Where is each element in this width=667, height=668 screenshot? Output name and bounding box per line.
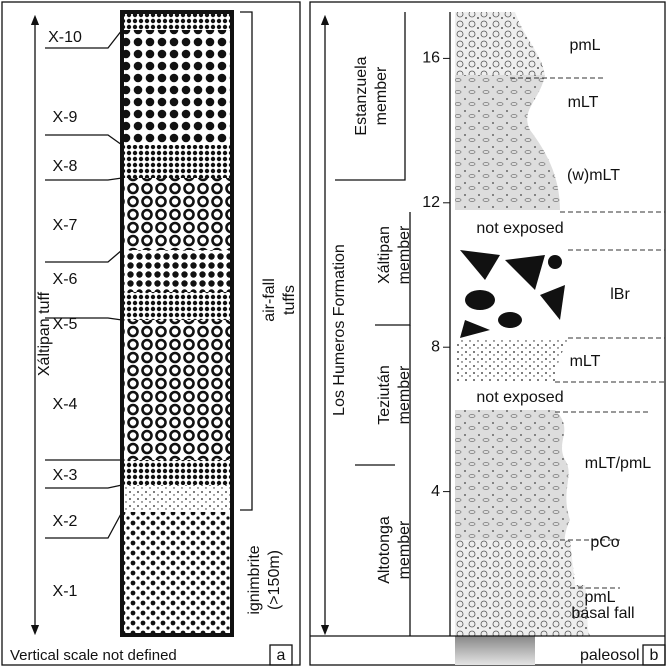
- tick-label: 8: [431, 338, 440, 355]
- member-line: member: [396, 225, 413, 284]
- unit-label: mLT: [568, 94, 599, 111]
- layer-label: X-8: [53, 158, 78, 175]
- layer-label: X-1: [53, 583, 78, 600]
- member-line: Altotonga: [376, 516, 393, 584]
- layer-label: X-7: [53, 217, 78, 234]
- page: Xáltipan tuff air-falltuffs ignimbrite(>…: [0, 0, 667, 668]
- unit-label: mLT: [570, 353, 601, 370]
- unit-label: pmL: [569, 37, 600, 54]
- member-line: Teziután: [376, 365, 393, 425]
- unit-label: pCo: [590, 534, 619, 551]
- member-line: Estanzuela: [353, 56, 370, 135]
- panel-letter: b: [650, 647, 659, 664]
- unit-label: not exposed: [476, 389, 563, 406]
- figure: Xáltipan tuff air-falltuffs ignimbrite(>…: [0, 0, 667, 668]
- layer-label: X-4: [53, 396, 78, 413]
- unit-label: pmL: [584, 589, 615, 606]
- tick-label: 16: [422, 50, 440, 67]
- layer-label: X-10: [48, 29, 82, 46]
- unit-label: not exposed: [476, 220, 563, 237]
- tick-label: 4: [431, 483, 440, 500]
- panel-letter: a: [277, 647, 286, 664]
- member-line: member: [373, 66, 390, 125]
- unit-label: paleosol: [580, 647, 640, 664]
- member-line: member: [396, 365, 413, 424]
- formation-label: Los Humeros Formation: [331, 244, 348, 416]
- layer-label: X-3: [53, 467, 78, 484]
- airfall-bracket: [240, 12, 252, 510]
- tick-label: 12: [422, 194, 440, 211]
- column-a: [122, 12, 232, 635]
- ignimbrite-label: ignimbrite(>150m): [246, 545, 283, 614]
- layer-label: X-6: [53, 271, 78, 288]
- layer-label: X-2: [53, 513, 78, 530]
- unit-label: mLT/pmL: [585, 455, 651, 472]
- unit-label: basal fall: [571, 605, 634, 622]
- unit-label: Xáltipan tuff: [36, 291, 53, 376]
- unit-label: lBr: [610, 286, 630, 303]
- layer-label: X-9: [53, 109, 78, 126]
- member-line: Xáltipan: [376, 226, 393, 284]
- member-line: member: [396, 520, 413, 579]
- caption: Vertical scale not defined: [10, 647, 177, 664]
- layer-label: X-5: [53, 316, 78, 333]
- unit-label: (w)mLT: [567, 167, 620, 184]
